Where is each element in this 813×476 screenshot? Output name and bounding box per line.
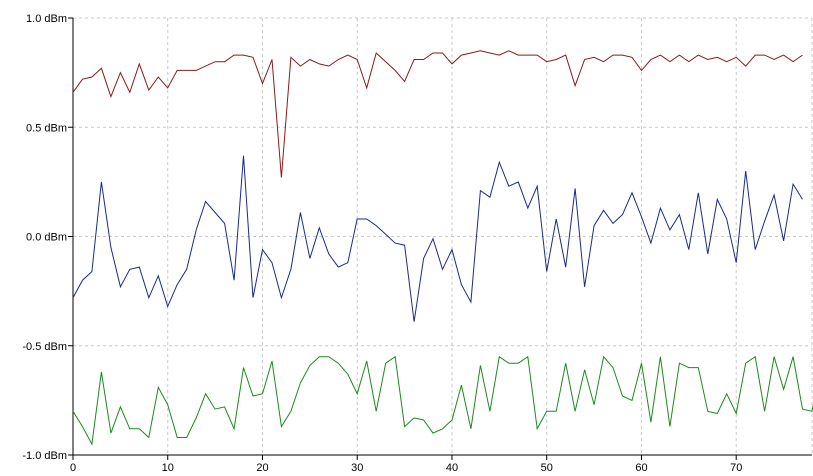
x-tick-label: 30 xyxy=(351,462,363,474)
axes xyxy=(68,17,812,460)
x-tick-label: 60 xyxy=(635,462,647,474)
x-tick-label: 10 xyxy=(162,462,174,474)
series-line-1 xyxy=(72,50,803,178)
x-tick-label: 40 xyxy=(446,462,458,474)
grid xyxy=(73,17,813,455)
series-line-3 xyxy=(72,355,813,446)
y-tick-label: -1.0 dBm xyxy=(22,450,67,462)
x-tick-label: 70 xyxy=(730,462,742,474)
tick-labels: 0 10 20 30 40 50 60 70 1.0 dBm 0.5 dBm 0.0 dBm -0.5… xyxy=(22,13,742,474)
y-tick-label: -0.5 dBm xyxy=(22,341,67,353)
x-tick-label: 0 xyxy=(70,462,76,474)
x-tick-label: 20 xyxy=(256,462,268,474)
series-line-2 xyxy=(72,155,803,322)
y-tick-label: 0.0 dBm xyxy=(26,232,67,244)
series-lines xyxy=(72,50,813,446)
y-tick-label: 1.0 dBm xyxy=(26,13,67,25)
x-tick-label: 50 xyxy=(541,462,553,474)
y-tick-label: 0.5 dBm xyxy=(26,122,67,134)
